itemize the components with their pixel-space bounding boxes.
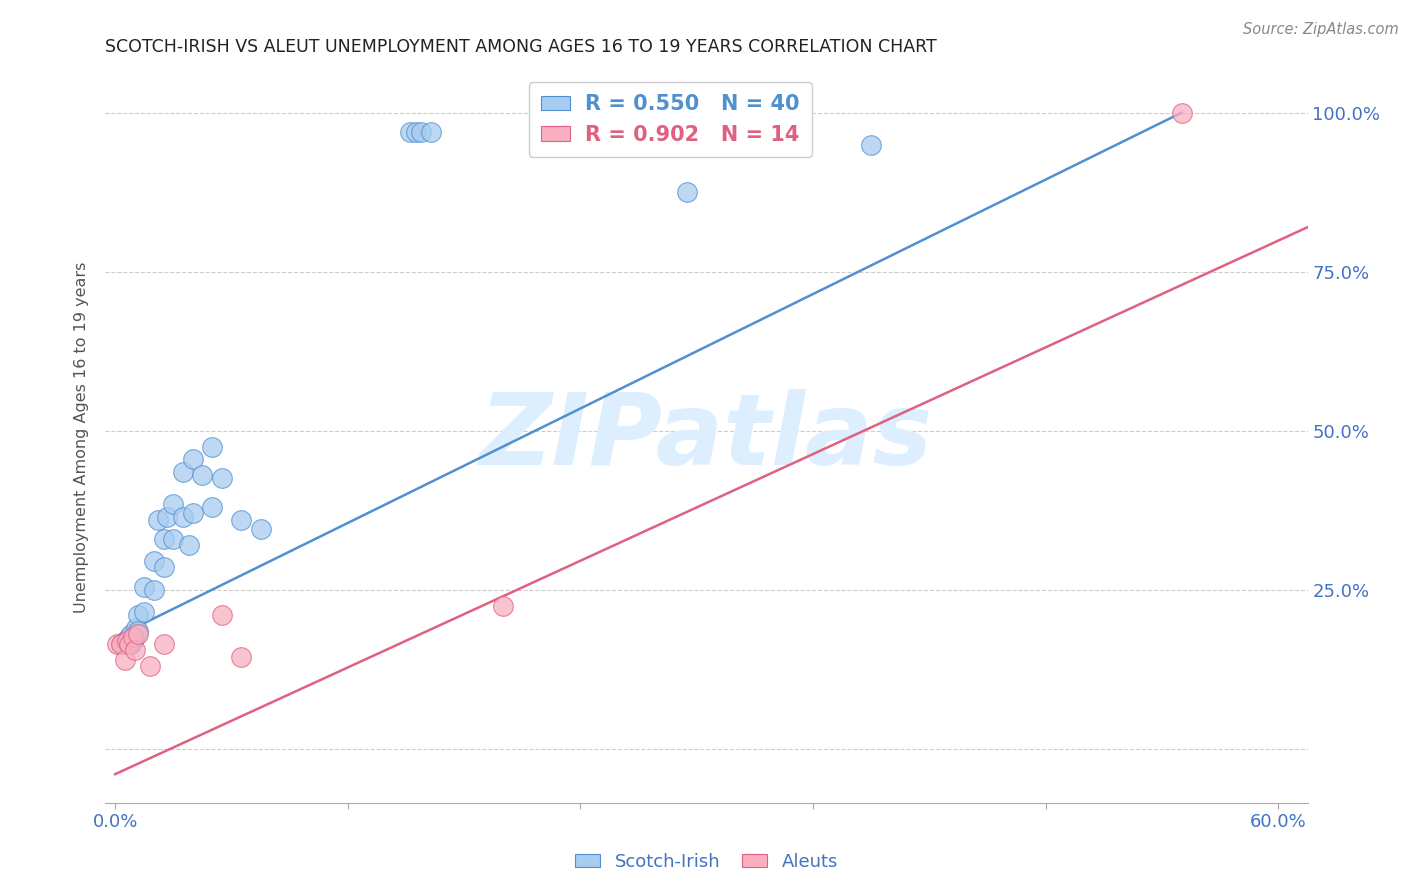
Point — [411, 125, 433, 139]
Point — [142, 582, 165, 597]
Point — [120, 637, 142, 651]
Point — [172, 509, 194, 524]
Point — [191, 468, 214, 483]
Point — [111, 637, 134, 651]
Point — [152, 532, 174, 546]
Text: Source: ZipAtlas.com: Source: ZipAtlas.com — [1243, 22, 1399, 37]
Point — [420, 125, 443, 139]
Legend: Scotch-Irish, Aleuts: Scotch-Irish, Aleuts — [568, 846, 845, 878]
Point — [211, 471, 233, 485]
Point — [118, 637, 141, 651]
Point — [181, 507, 204, 521]
Point — [152, 560, 174, 574]
Point — [110, 637, 132, 651]
Point — [162, 532, 184, 546]
Point — [124, 627, 146, 641]
Point — [127, 624, 149, 638]
Point — [211, 608, 233, 623]
Point — [114, 653, 136, 667]
Point — [120, 627, 142, 641]
Point — [676, 185, 699, 199]
Point — [124, 643, 146, 657]
Point — [249, 522, 271, 536]
Text: SCOTCH-IRISH VS ALEUT UNEMPLOYMENT AMONG AGES 16 TO 19 YEARS CORRELATION CHART: SCOTCH-IRISH VS ALEUT UNEMPLOYMENT AMONG… — [105, 38, 938, 56]
Point — [177, 538, 200, 552]
Point — [118, 631, 141, 645]
Point — [181, 452, 204, 467]
Point — [110, 637, 132, 651]
Point — [1170, 105, 1192, 120]
Point — [105, 637, 128, 651]
Point — [121, 631, 143, 645]
Point — [134, 580, 156, 594]
Point — [405, 125, 427, 139]
Point — [127, 627, 149, 641]
Point — [156, 509, 179, 524]
Point — [492, 599, 515, 613]
Point — [231, 649, 253, 664]
Point — [125, 621, 148, 635]
Point — [146, 513, 169, 527]
Point — [860, 137, 883, 152]
Point — [399, 125, 422, 139]
Point — [115, 633, 138, 648]
Point — [162, 497, 184, 511]
Point — [114, 633, 136, 648]
Text: ZIPatlas: ZIPatlas — [479, 389, 934, 485]
Point — [201, 440, 224, 454]
Point — [231, 513, 253, 527]
Point — [142, 554, 165, 568]
Point — [127, 608, 149, 623]
Point — [134, 605, 156, 619]
Point — [115, 633, 138, 648]
Y-axis label: Unemployment Among Ages 16 to 19 years: Unemployment Among Ages 16 to 19 years — [75, 261, 90, 613]
Point — [121, 633, 143, 648]
Point — [172, 465, 194, 479]
Point — [139, 659, 162, 673]
Point — [124, 631, 146, 645]
Point — [152, 637, 174, 651]
Point — [201, 500, 224, 514]
